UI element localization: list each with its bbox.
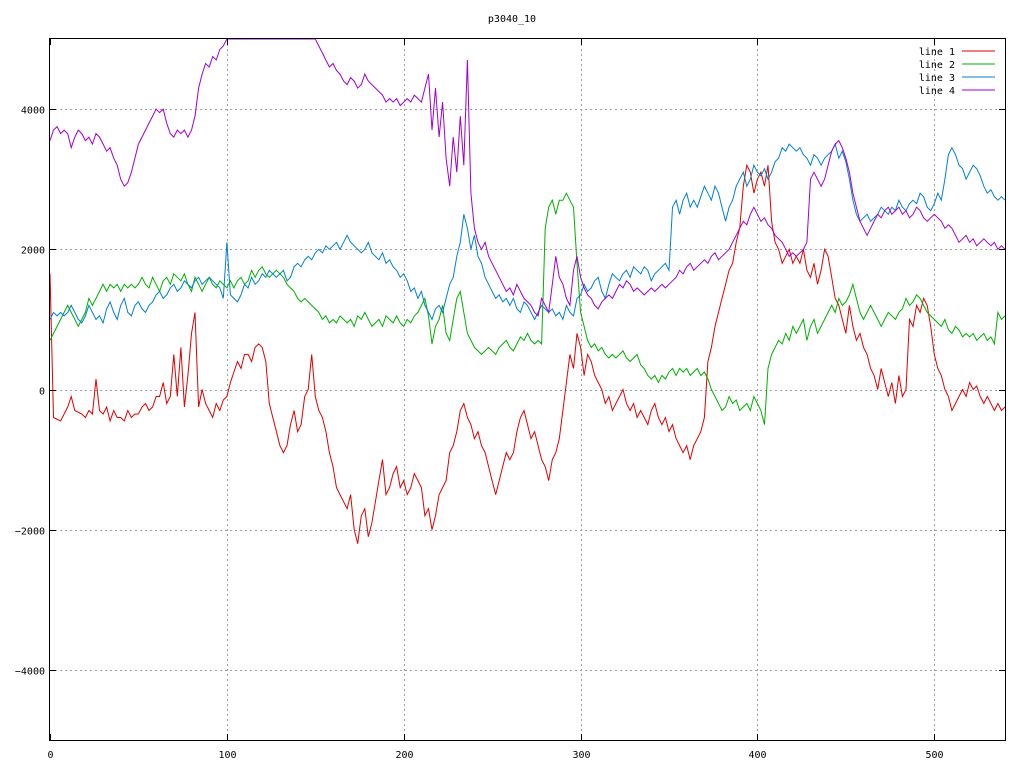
- legend: line 1 line 2 line 3 line 4: [919, 47, 995, 97]
- series-group: [50, 39, 1005, 544]
- series-line-1: [50, 163, 1005, 544]
- x-tick-label: 0: [47, 750, 53, 761]
- legend-label: line 4: [919, 86, 955, 97]
- y-tick-label: 2000: [21, 246, 45, 257]
- y-tick-label: 0: [39, 387, 45, 398]
- x-tick-label: 100: [218, 750, 236, 761]
- series-line-3: [50, 142, 1005, 325]
- legend-label: line 3: [919, 73, 955, 84]
- y-tick-label: −4000: [15, 667, 45, 678]
- x-tick-label: 300: [572, 750, 590, 761]
- axis-ticks: 0 100 200 300 400 500 −4000 −2000 0 2000 4000: [15, 39, 1005, 761]
- y-tick-label: −2000: [15, 527, 45, 538]
- x-tick-label: 500: [925, 750, 943, 761]
- series-line-2: [50, 192, 1005, 425]
- series-line-4: [50, 39, 1005, 317]
- legend-label: line 1: [919, 47, 955, 58]
- grid: [50, 39, 1005, 740]
- y-tick-label: 4000: [21, 106, 45, 117]
- legend-label: line 2: [919, 60, 955, 71]
- plot-frame: [49, 38, 1006, 741]
- x-tick-label: 400: [748, 750, 766, 761]
- chart-title: p3040_10: [488, 14, 536, 25]
- x-tick-label: 200: [395, 750, 413, 761]
